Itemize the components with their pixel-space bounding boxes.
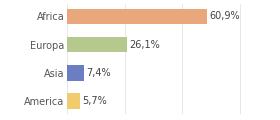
Text: 26,1%: 26,1% bbox=[129, 40, 160, 50]
Bar bbox=[67, 65, 84, 81]
Text: 7,4%: 7,4% bbox=[86, 68, 111, 78]
Bar bbox=[67, 9, 207, 24]
Text: 60,9%: 60,9% bbox=[209, 11, 240, 21]
Text: 5,7%: 5,7% bbox=[82, 96, 107, 106]
Bar bbox=[67, 37, 127, 52]
Bar bbox=[67, 93, 80, 109]
